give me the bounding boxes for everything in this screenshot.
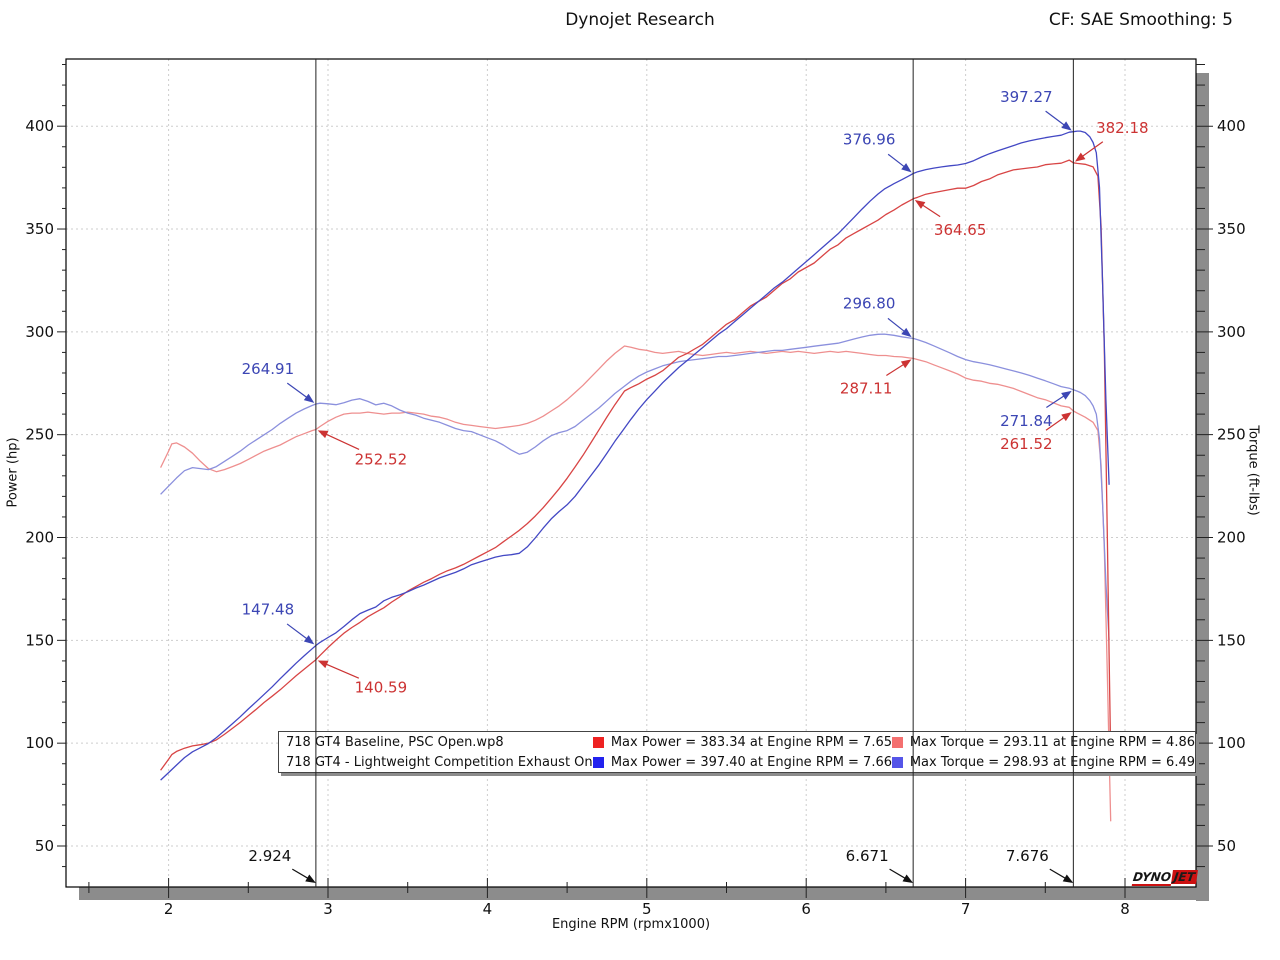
svg-text:350: 350 <box>1217 220 1246 238</box>
svg-text:50: 50 <box>1217 837 1236 855</box>
max-torque-stat: Max Torque = 293.11 at Engine RPM = 4.86 <box>909 734 1195 750</box>
svg-text:400: 400 <box>1217 117 1246 135</box>
dynojet-logo-dyno: DYNO <box>1131 870 1173 886</box>
svg-text:3: 3 <box>323 900 333 918</box>
svg-text:100: 100 <box>25 734 54 752</box>
tick-labels: 50 50 100 100 150 150 200 200 250 250 300 300 350 350… <box>25 117 1245 918</box>
legend-row-exhaust: 718 GT4 - Lightweight Competition Exhaus… <box>279 752 1195 772</box>
max-power-stat: Max Power = 383.34 at Engine RPM = 7.65 <box>610 734 893 750</box>
svg-text:7: 7 <box>961 900 971 918</box>
max-torque-swatch-blue <box>891 756 903 768</box>
svg-text:150: 150 <box>1217 631 1246 649</box>
legend-row-baseline: 718 GT4 Baseline, PSC Open.wp8 Max Power… <box>279 732 1195 752</box>
max-torque-swatch-red <box>891 736 903 748</box>
legend-file-name: 718 GT4 - Lightweight Competition Exhaus… <box>286 754 593 770</box>
max-torque-stat: Max Torque = 298.93 at Engine RPM = 6.49 <box>909 754 1195 770</box>
svg-text:5: 5 <box>642 900 652 918</box>
svg-text:300: 300 <box>1217 323 1246 341</box>
svg-text:100: 100 <box>1217 734 1246 752</box>
correction-factor-label: CF: SAE Smoothing: 5 <box>1048 10 1233 30</box>
dyno-curves <box>160 130 1112 822</box>
svg-text:200: 200 <box>1217 529 1246 547</box>
svg-text:6: 6 <box>801 900 811 918</box>
power-curve <box>160 159 1112 771</box>
max-power-stat: Max Power = 397.40 at Engine RPM = 7.66 <box>610 754 893 770</box>
svg-text:200: 200 <box>25 529 54 547</box>
svg-text:250: 250 <box>25 426 54 444</box>
axis-ticks <box>57 63 1213 898</box>
svg-text:250: 250 <box>1217 426 1246 444</box>
svg-text:8: 8 <box>1120 900 1130 918</box>
dynojet-logo: DYNOJET <box>1131 870 1198 886</box>
legend-box: 718 GT4 Baseline, PSC Open.wp8 Max Power… <box>278 731 1196 773</box>
dynojet-logo-jet: JET <box>1170 870 1198 884</box>
power-curve <box>160 130 1110 781</box>
max-power-swatch-blue <box>592 756 604 768</box>
svg-text:50: 50 <box>35 837 54 855</box>
x-axis-title: Engine RPM (rpmx1000) <box>551 917 711 932</box>
max-power-swatch-red <box>592 736 604 748</box>
svg-text:350: 350 <box>25 220 54 238</box>
svg-text:400: 400 <box>25 117 54 135</box>
page-title: Dynojet Research <box>565 10 715 30</box>
torque-curve <box>160 333 1110 641</box>
svg-text:300: 300 <box>25 323 54 341</box>
svg-text:150: 150 <box>25 631 54 649</box>
torque-curve <box>160 345 1112 822</box>
svg-text:2: 2 <box>164 900 174 918</box>
svg-text:4: 4 <box>483 900 493 918</box>
legend-file-name: 718 GT4 Baseline, PSC Open.wp8 <box>286 734 504 750</box>
